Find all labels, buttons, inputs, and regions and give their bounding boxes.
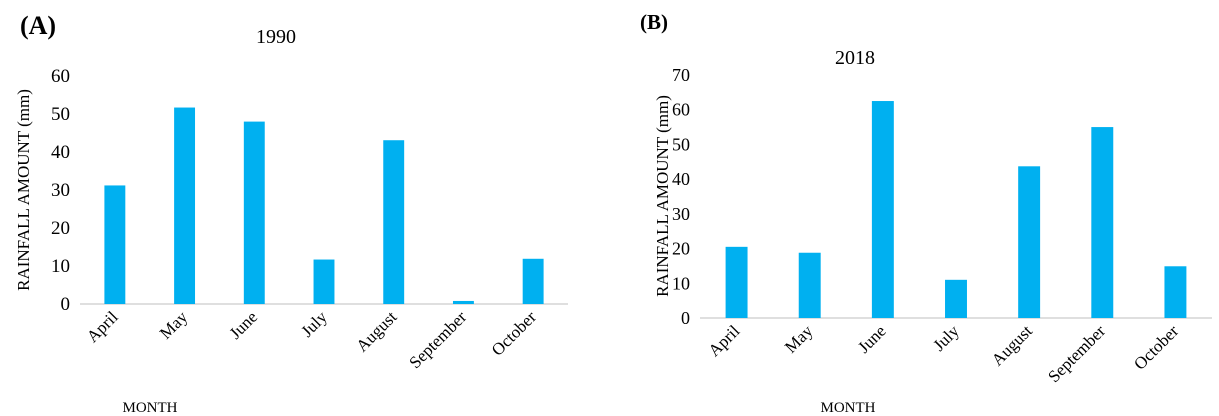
panel-label-a: (A) <box>20 11 56 40</box>
bar-a-april <box>104 185 126 304</box>
y-tick-label-a: 30 <box>51 180 70 201</box>
bar-b-august <box>1018 166 1041 318</box>
y-tick-label-b: 70 <box>672 65 690 85</box>
x-tick-label-a: October <box>488 307 540 359</box>
y-tick-label-a: 10 <box>51 256 70 277</box>
x-tick-label-b: May <box>781 321 817 357</box>
y-tick-label-b: 50 <box>672 134 690 154</box>
y-tick-label-b: 60 <box>672 100 690 120</box>
bar-b-june <box>871 101 894 319</box>
x-tick-label-b: September <box>1044 321 1109 386</box>
y-axis-label-a: RAINFALL AMOUNT (mm) <box>14 89 33 291</box>
x-tick-label-b: August <box>988 321 1036 369</box>
x-tick-label-a: August <box>352 307 400 355</box>
x-tick-label-b: October <box>1130 321 1182 373</box>
x-tick-label-a: July <box>297 307 331 341</box>
y-tick-label-a: 20 <box>51 218 70 239</box>
y-tick-label-a: 0 <box>61 294 71 315</box>
bar-a-september <box>452 300 474 304</box>
y-tick-label-a: 40 <box>51 142 70 163</box>
x-axis-label-a: MONTH <box>123 400 178 416</box>
bar-b-july <box>945 279 967 318</box>
bar-b-may <box>798 252 821 318</box>
y-tick-label-b: 10 <box>672 273 690 293</box>
bar-a-october <box>522 258 544 304</box>
y-tick-label-b: 40 <box>672 169 690 189</box>
x-tick-label-b: June <box>854 321 889 356</box>
bar-a-august <box>383 140 405 304</box>
y-tick-label-b: 20 <box>672 239 690 259</box>
panel-label-b: (B) <box>640 10 668 34</box>
bar-b-april <box>725 246 748 318</box>
y-tick-label-a: 60 <box>51 66 70 87</box>
chart-title-b: 2018 <box>835 47 875 69</box>
bar-a-may <box>174 107 196 304</box>
x-tick-label-a: June <box>226 307 261 342</box>
bar-b-october <box>1164 266 1187 318</box>
y-tick-label-a: 50 <box>51 104 70 125</box>
bar-a-july <box>313 259 335 304</box>
x-tick-label-b: April <box>705 321 744 360</box>
bar-a-june <box>243 121 265 304</box>
y-tick-label-b: 0 <box>681 308 690 328</box>
y-tick-label-b: 30 <box>672 204 690 224</box>
x-axis-label-b: MONTH <box>821 400 876 416</box>
chart-title-a: 1990 <box>256 26 296 48</box>
y-axis-label-b: RAINFALL AMOUNT (mm) <box>653 95 672 297</box>
x-tick-label-a: September <box>405 307 470 372</box>
x-tick-label-b: July <box>929 321 963 355</box>
x-tick-label-a: April <box>83 307 122 346</box>
x-tick-label-a: May <box>156 307 192 343</box>
bar-b-september <box>1091 127 1114 318</box>
